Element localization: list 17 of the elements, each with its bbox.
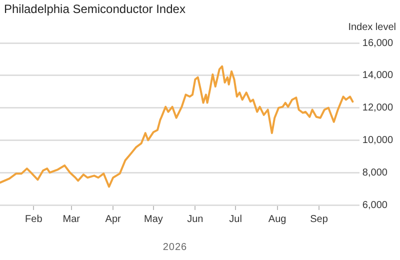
y-tick-label: 10,000 xyxy=(362,134,394,146)
x-tick-label: Sep xyxy=(310,214,328,225)
x-tick-label: Mar xyxy=(62,214,81,225)
y-tick-label: 6,000 xyxy=(362,200,388,211)
x-tick-label: Apr xyxy=(105,214,122,225)
x-tick-label: May xyxy=(144,214,163,225)
y-tick-label: 8,000 xyxy=(362,167,388,178)
x-tick-label: Feb xyxy=(25,214,43,225)
chart-title: Philadelphia Semiconductor Index xyxy=(4,2,186,16)
y-axis-title: Index level xyxy=(348,22,396,33)
x-tick-label: Jul xyxy=(229,214,242,225)
y-tick-label: 16,000 xyxy=(362,38,394,49)
y-tick-label: 12,000 xyxy=(362,102,394,114)
x-tick-label: Jun xyxy=(187,214,204,225)
y-tick-label: 14,000 xyxy=(362,70,394,82)
x-axis-title: 2026 xyxy=(162,242,188,253)
x-tick-label: Aug xyxy=(268,214,286,225)
